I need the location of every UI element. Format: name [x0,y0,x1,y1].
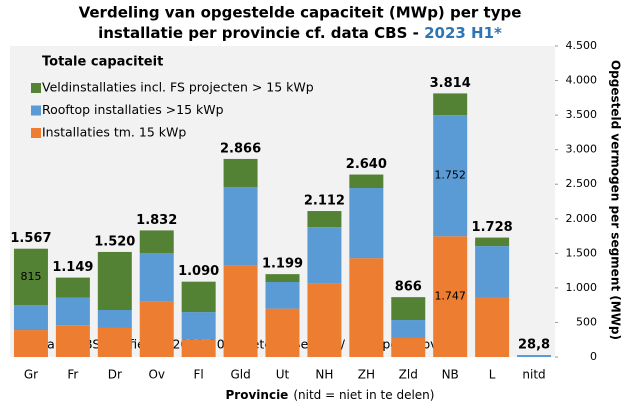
y-tick-label: 3.000 [566,143,598,156]
x-axis-note: (nitd = niet in te delen) [293,388,434,402]
legend-swatch [31,83,41,93]
bar-segment [181,339,216,357]
bar-segment [55,297,90,326]
chart-title: installatie per provincie cf. data CBS - [98,24,424,42]
x-tick-label: NB [442,368,459,382]
legend-swatch [31,105,41,116]
total-label: 1.567 [10,231,51,246]
x-tick-label: Fl [194,368,204,382]
total-label: 28,8 [518,338,550,353]
y-tick-label: 500 [576,315,597,328]
bar-segment [55,277,90,298]
total-label: 3.814 [430,76,471,91]
chart-title: Verdeling van opgestelde capaciteit (MWp… [79,4,522,22]
bar-segment [433,236,468,357]
y-tick-label: 2.500 [566,177,598,190]
bar-segment [139,230,174,253]
bar-segment [433,115,468,237]
bar-segment [139,252,174,302]
x-tick-label: Ut [276,368,290,382]
chart-title-highlight: 2023 H1* [424,24,502,42]
bar-segment [307,211,342,228]
bar-segment [13,305,48,331]
bar-segment [55,325,90,357]
bar-segment [349,258,384,357]
x-tick-label: nitd [522,368,545,382]
bar-segment [223,158,258,187]
bar-segment [349,174,384,189]
bar-segment [265,274,300,283]
total-label: 2.640 [346,157,387,172]
x-tick-label: NH [315,368,333,382]
y-tick-label: 1.500 [566,246,598,259]
bar-segment [391,297,426,321]
bar-segment [223,186,258,266]
y-axis-label: Opgesteld vermogen per segment (MWp) [609,60,623,340]
bar-segment [307,227,342,284]
total-label: 1.090 [178,264,219,279]
legend-swatch [31,128,41,138]
bar-segment [265,282,300,309]
legend-label: Rooftop installaties >15 kWp [42,102,224,117]
bar-segment [13,248,48,306]
bar-segment [97,327,132,357]
chart-title: installatie per provincie cf. data CBS -… [98,24,502,42]
total-label: 2.112 [304,194,345,209]
y-tick-label: 4.500 [566,39,598,52]
y-tick-label: 0 [590,350,597,363]
bar-segment [181,281,216,313]
total-label: 1.199 [262,257,303,272]
total-label: 1.149 [52,260,93,275]
x-axis-label: Provincie [226,388,289,402]
bar-segment [139,301,174,357]
bar-segment [391,320,426,338]
bar-segment [223,265,258,357]
bar-segment [97,251,132,311]
x-tick-label: Gld [230,368,250,382]
total-label: 1.832 [136,213,177,228]
bar-segment [517,355,552,357]
x-tick-label: Gr [24,368,38,382]
x-axis-label: Provincie (nitd = niet in te delen) [226,388,435,402]
data-label: 1.752 [434,169,466,182]
total-label: 1.520 [94,234,135,249]
legend-label: Veldinstallaties incl. FS projecten > 15… [42,80,314,95]
x-tick-label: Dr [108,368,122,382]
bar-segment [265,308,300,357]
y-tick-label: 3.500 [566,108,598,121]
data-label: 1.747 [434,290,466,303]
bar-segment [475,246,510,298]
bar-segment [307,283,342,357]
total-label: 2.866 [220,141,261,156]
y-tick-label: 1.000 [566,281,598,294]
x-tick-label: ZH [358,368,375,382]
legend-title: Totale capaciteit [42,55,163,70]
x-tick-label: Zld [399,368,418,382]
legend-label: Installaties tm. 15 kWp [42,125,186,140]
bar-segment [349,188,384,259]
x-tick-label: Fr [67,368,78,382]
x-tick-label: Ov [148,368,165,382]
data-label: 815 [20,270,41,283]
bar-segment [433,93,468,116]
y-tick-label: 2.000 [566,212,598,225]
total-label: 866 [395,280,422,295]
total-label: 1.728 [472,220,513,235]
bar-segment [475,297,510,357]
bar-segment [475,237,510,247]
x-tick-label: L [489,368,496,382]
bar-segment [13,330,48,357]
bar-segment [97,310,132,328]
y-tick-label: 4.000 [566,74,598,87]
bar-segment [181,312,216,340]
bar-segment [391,337,426,357]
